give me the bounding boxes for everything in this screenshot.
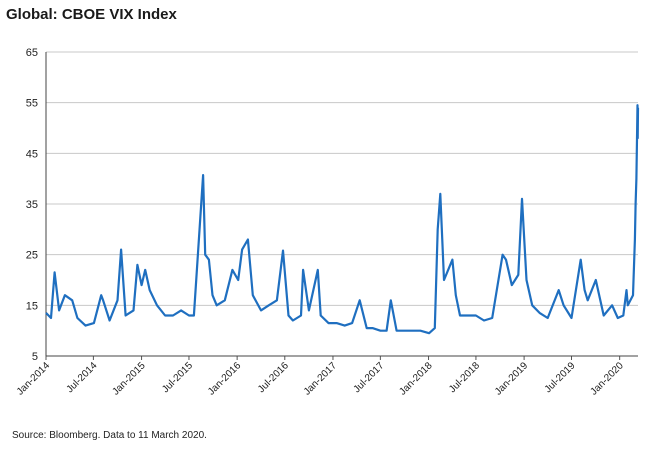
y-tick-label: 65 bbox=[26, 47, 38, 59]
y-tick-label: 45 bbox=[26, 148, 38, 160]
x-tick-label: Jul-2015 bbox=[160, 360, 195, 395]
source-note: Source: Bloomberg. Data to 11 March 2020… bbox=[12, 430, 207, 441]
grid-lines bbox=[46, 51, 638, 306]
chart-title: Global: CBOE VIX Index bbox=[6, 6, 177, 23]
vix-series-line bbox=[45, 104, 640, 335]
x-tick-label: Jul-2014 bbox=[65, 360, 100, 395]
x-tick-label: Jan-2019 bbox=[493, 360, 531, 398]
x-tick-label: Jan-2014 bbox=[15, 360, 53, 398]
x-tick-label: Jan-2016 bbox=[206, 360, 244, 398]
x-tick-label: Jul-2019 bbox=[543, 360, 578, 395]
x-tick-label: Jul-2017 bbox=[352, 360, 387, 395]
y-tick-label: 25 bbox=[26, 250, 38, 262]
x-tick-label: Jul-2016 bbox=[256, 360, 291, 395]
x-axis-ticks: Jan-2014 Jul-2014 Jan-2015 Jul-2015 Jan-2016… bbox=[15, 356, 626, 398]
y-tick-label: 35 bbox=[26, 199, 38, 211]
y-tick-label: 15 bbox=[26, 300, 38, 312]
x-tick-label: Jan-2015 bbox=[110, 360, 148, 398]
x-tick-label: Jul-2018 bbox=[447, 360, 482, 395]
x-tick-label: Jan-2017 bbox=[302, 360, 340, 398]
y-axis-ticks: 5 15 25 35 45 55 65 bbox=[26, 47, 38, 363]
y-tick-label: 5 bbox=[32, 351, 38, 363]
x-tick-label: Jan-2018 bbox=[397, 360, 435, 398]
x-tick-label: Jan-2020 bbox=[589, 360, 627, 398]
y-tick-label: 55 bbox=[26, 98, 38, 110]
